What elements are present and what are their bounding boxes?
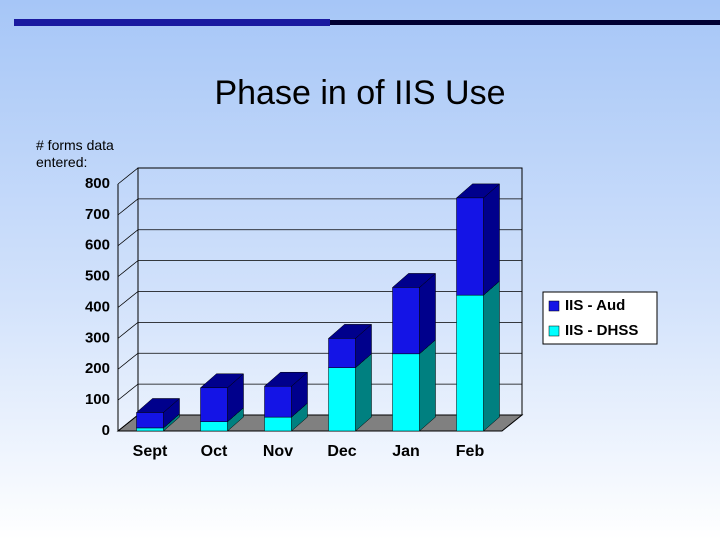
legend-swatch: [548, 300, 560, 312]
legend-box: [542, 291, 658, 345]
grid-line: [117, 229, 522, 247]
y-tick-label: 600: [85, 237, 110, 254]
x-tick-label: Nov: [263, 443, 293, 460]
bar: [136, 412, 164, 429]
bar: [392, 287, 420, 355]
grid-line: [117, 167, 522, 185]
x-tick-label: Oct: [201, 443, 228, 460]
top-pattern: [14, 19, 330, 26]
bar: [200, 387, 228, 422]
bar: [456, 294, 484, 432]
grid-line: [117, 260, 522, 277]
y-tick-label: 400: [85, 298, 110, 315]
bar: [328, 338, 356, 368]
chart-title: Phase in of IIS Use: [214, 74, 505, 112]
y-tick-label: 100: [85, 391, 110, 408]
y-tick-label: 700: [85, 206, 110, 223]
bar: [136, 427, 164, 432]
grid-line: [117, 198, 522, 216]
legend-label: IIS - Aud: [565, 297, 625, 314]
bar: [392, 353, 420, 432]
y-axis-label: # forms data entered:: [36, 137, 114, 170]
bar-side: [483, 280, 500, 432]
bar-side: [419, 339, 436, 432]
x-tick-label: Feb: [456, 443, 485, 460]
x-tick-label: Dec: [327, 443, 356, 460]
bar: [264, 416, 292, 432]
x-tick-label: Sept: [133, 443, 168, 460]
x-tick-label: Jan: [392, 443, 420, 460]
legend-swatch: [548, 325, 560, 337]
top-rule: [14, 20, 720, 25]
y-tick-label: 0: [102, 422, 110, 439]
bar: [328, 367, 356, 432]
y-tick-label: 300: [85, 329, 110, 346]
bar: [264, 385, 292, 418]
y-tick-label: 200: [85, 360, 110, 377]
y-tick-label: 500: [85, 268, 110, 285]
bar-side: [483, 183, 500, 296]
bar: [200, 421, 228, 432]
y-tick-label: 800: [85, 175, 110, 192]
legend-label: IIS - DHSS: [565, 322, 638, 339]
bar: [456, 197, 484, 296]
